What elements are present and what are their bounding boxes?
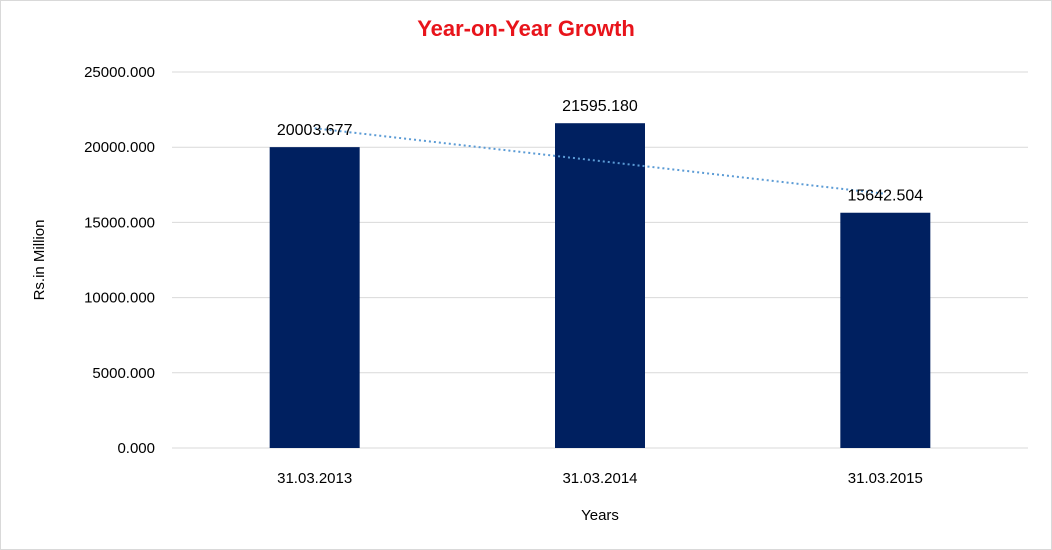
data-labels: 20003.677 21595.180 15642.504 (277, 98, 923, 205)
x-tick-label: 31.03.2015 (848, 470, 923, 487)
y-tick-label: 10000.000 (84, 290, 155, 307)
bars (269, 123, 931, 448)
y-tick-label: 15000.000 (84, 214, 155, 231)
data-label: 21595.180 (562, 98, 638, 115)
x-tick-labels: 31.03.2013 31.03.2014 31.03.2015 (277, 470, 923, 487)
y-tick-labels: 0.000 5000.000 10000.000 15000.000 20000.000… (84, 64, 155, 457)
x-axis-title: Years (581, 507, 619, 524)
y-tick-label: 20000.000 (84, 139, 155, 156)
y-tick-label: 25000.000 (84, 64, 155, 81)
data-label: 15642.504 (848, 188, 924, 205)
y-axis-title: Rs.in Million (31, 220, 48, 301)
x-tick-label: 31.03.2014 (562, 470, 637, 487)
trendline (314, 127, 886, 195)
bar (840, 212, 931, 448)
x-tick-label: 31.03.2013 (277, 470, 352, 487)
chart-title: Year-on-Year Growth (417, 16, 635, 41)
bar (555, 123, 645, 448)
trendline-line (314, 127, 886, 195)
data-label: 20003.677 (277, 122, 353, 139)
y-tick-label: 0.000 (117, 440, 155, 457)
y-tick-label: 5000.000 (92, 365, 155, 382)
bar (269, 147, 360, 448)
